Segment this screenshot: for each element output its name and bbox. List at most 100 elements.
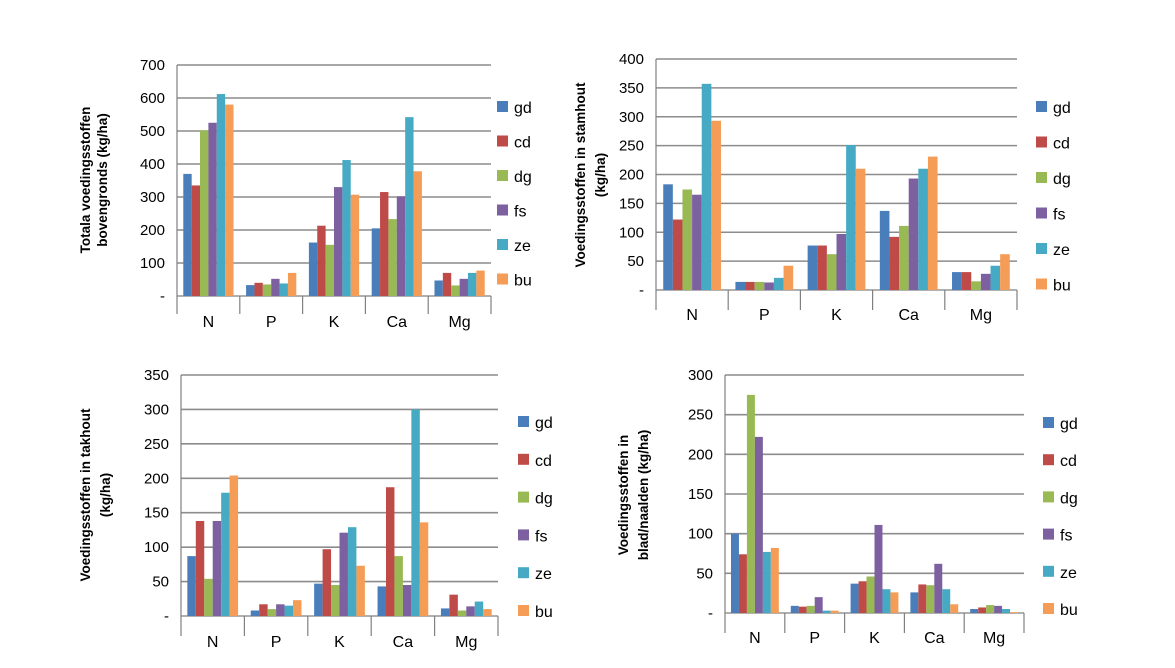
bar-cd-n	[191, 185, 201, 296]
legend-label-gd: gd	[535, 415, 553, 432]
legend-label-bu: bu	[514, 273, 532, 290]
legend-swatch-ze	[1036, 243, 1047, 254]
legend-swatch-gd	[518, 416, 529, 427]
bar-cd-k	[322, 549, 332, 616]
bar-gd-mg	[434, 280, 443, 296]
legend-label-ze: ze	[535, 566, 552, 583]
bar-gd-mg	[970, 609, 979, 613]
bar-ze-mg	[1002, 609, 1011, 613]
legend-swatch-gd	[497, 101, 508, 112]
legend-label-fs: fs	[514, 204, 526, 221]
bar-ze-p	[822, 610, 831, 613]
bar-dg-ca	[926, 585, 935, 613]
bar-bu-mg	[1000, 254, 1010, 290]
x-category-label: Ca	[898, 307, 919, 324]
bar-bu-mg	[483, 609, 492, 616]
bar-gd-k	[308, 242, 318, 296]
bar-ze-n	[701, 83, 712, 291]
legend-swatch-fs	[1043, 528, 1054, 540]
bar-bu-n	[229, 475, 239, 616]
bar-cd-mg	[449, 594, 458, 616]
legend-swatch-fs	[518, 529, 529, 541]
bar-gd-n	[663, 184, 673, 290]
legend-swatch-fs	[497, 204, 508, 216]
x-category-label: N	[207, 634, 219, 651]
bar-dg-ca	[899, 225, 909, 290]
y-tick-label: 50	[627, 253, 644, 270]
bar-ze-ca	[411, 409, 420, 616]
y-tick-label: 600	[140, 90, 165, 107]
y-tick-label: 400	[619, 51, 644, 68]
y-tick-label: 500	[140, 123, 165, 140]
bar-cd-mg	[978, 607, 987, 613]
bar-fs-ca	[402, 585, 412, 616]
bar-cd-n	[738, 554, 747, 613]
y-tick-label: -	[160, 288, 165, 305]
bar-ze-k	[342, 160, 351, 296]
bar-fs-k	[334, 187, 343, 296]
legend-swatch-ze	[497, 239, 508, 250]
y-tick-label: 50	[696, 565, 713, 582]
bar-ze-p	[284, 605, 294, 616]
bar-cd-ca	[918, 584, 927, 613]
bar-cd-p	[798, 606, 807, 613]
bar-cd-n	[195, 520, 205, 616]
y-tick-label: 200	[140, 222, 165, 239]
bar-fs-k	[836, 233, 847, 290]
chart-3: - 50 100 150 200 250 300 350 N P K Ca Mg gd cd dg fs ze bu…	[78, 367, 553, 651]
bar-cd-k	[817, 245, 827, 290]
legend-swatch-cd	[497, 135, 508, 147]
y-tick-label: 350	[144, 367, 169, 384]
bar-gd-p	[246, 285, 255, 296]
bar-bu-k	[855, 168, 866, 290]
bar-cd-ca	[889, 236, 900, 290]
bar-fs-ca	[396, 196, 406, 296]
bar-dg-p	[806, 605, 815, 613]
legend-label-cd: cd	[1053, 136, 1070, 153]
y-tick-label: 300	[140, 189, 165, 206]
y-tick-label: 250	[144, 436, 169, 453]
legend-label-fs: fs	[535, 528, 547, 545]
x-category-label: N	[749, 630, 761, 647]
bar-ze-ca	[405, 117, 414, 296]
legend-swatch-fs	[1036, 207, 1047, 219]
legend-swatch-ze	[518, 567, 529, 579]
chart-1: - 100 200 300 400 500 600 700 N P K Ca Mg gd cd dg fs ze b…	[78, 57, 532, 331]
bar-ze-mg	[467, 272, 477, 296]
y-tick-label: 200	[619, 167, 644, 184]
y-tick-label: 100	[619, 224, 644, 241]
x-category-label: Ca	[393, 634, 414, 651]
x-category-label: Ca	[924, 630, 945, 647]
bar-ze-mg	[990, 265, 1001, 290]
legend-label-bu: bu	[1053, 278, 1071, 295]
bar-bu-mg	[1010, 612, 1019, 613]
y-tick-label: 150	[688, 486, 713, 503]
bar-dg-mg	[451, 285, 460, 296]
bar-dg-mg	[986, 605, 995, 613]
bar-dg-k	[331, 585, 340, 616]
bar-dg-p	[754, 281, 765, 290]
bar-ze-p	[773, 277, 784, 290]
x-category-label: N	[203, 314, 215, 331]
bar-fs-mg	[459, 278, 468, 296]
bar-ze-k	[846, 145, 856, 290]
bar-bu-ca	[413, 171, 422, 296]
legend-label-ze: ze	[1060, 565, 1077, 582]
y-axis-label: Voedingsstoffen in stamhout	[573, 82, 588, 268]
bar-dg-n	[682, 189, 693, 290]
bar-gd-p	[250, 610, 260, 616]
bar-fs-p	[276, 604, 285, 616]
bar-bu-k	[890, 592, 899, 613]
legend-label-dg: dg	[514, 169, 532, 186]
legend-swatch-dg	[1043, 491, 1054, 503]
bar-gd-mg	[952, 272, 962, 290]
x-category-label: Mg	[970, 307, 992, 324]
chart-2: - 50 100 150 200 250 300 350 400 N P K Ca Mg gd cd dg fs z…	[573, 51, 1071, 324]
y-axis-label: blad/naalden (kg/ha)	[636, 430, 651, 561]
legend-swatch-bu	[1036, 278, 1047, 290]
bar-cd-p	[254, 282, 263, 296]
bar-ze-ca	[918, 168, 928, 290]
bar-cd-k	[317, 225, 326, 296]
bar-dg-n	[746, 394, 755, 613]
bar-dg-ca	[388, 219, 397, 296]
